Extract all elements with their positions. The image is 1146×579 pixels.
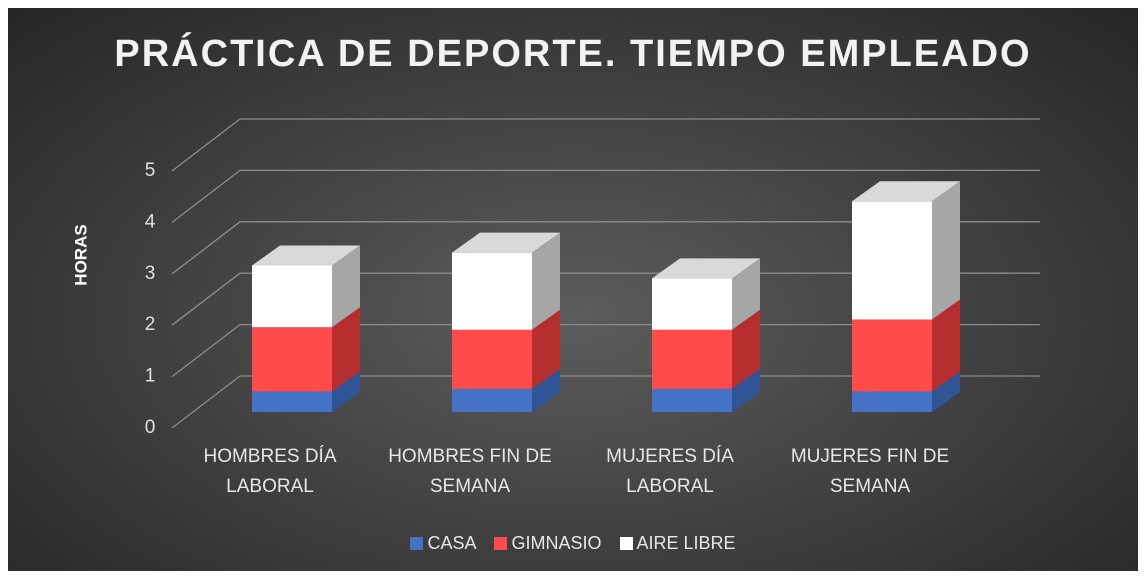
grid-line [171, 118, 1040, 172]
y-tick-label: 2 [145, 314, 156, 335]
bar [252, 391, 332, 412]
bar-side [932, 181, 960, 320]
y-tick-label: 3 [145, 263, 156, 284]
legend-label: GIMNASIO [511, 533, 602, 553]
bar [452, 388, 532, 412]
bar-side [332, 307, 360, 392]
bar [652, 278, 732, 330]
bar-side [532, 232, 560, 330]
y-tick-label: 4 [145, 211, 156, 232]
bar [852, 391, 932, 412]
x-tick-label: MUJERES DÍA LABORAL [606, 446, 734, 497]
x-tick-label: HOMBRES FIN DE SEMANA [388, 446, 552, 497]
bar-side [732, 258, 760, 330]
bar [852, 319, 932, 392]
legend-item: GIMNASIO [494, 533, 602, 554]
legend-swatch [410, 537, 424, 550]
y-tick-label: 0 [145, 417, 156, 438]
bar [252, 327, 332, 392]
legend-item: AIRE LIBRE [619, 533, 736, 554]
legend-label: AIRE LIBRE [636, 533, 736, 553]
bar-side [732, 309, 760, 389]
y-tick-label: 1 [145, 366, 156, 387]
y-tick-label: 5 [145, 160, 156, 181]
bar-side [332, 245, 360, 328]
bar-side [932, 299, 960, 392]
bar [652, 329, 732, 389]
bar [452, 329, 532, 389]
bar-side [532, 368, 560, 412]
bar [452, 252, 532, 330]
bar-top [252, 245, 360, 266]
grid-line [171, 323, 1040, 378]
legend-swatch [619, 537, 633, 550]
legend-item: CASA [410, 533, 476, 554]
bar-side [532, 309, 560, 389]
legend-label: CASA [427, 533, 477, 553]
y-axis-label: HORAS [71, 224, 90, 285]
grid-line [171, 272, 1040, 326]
bar-side [932, 371, 960, 412]
grid-line [171, 221, 1040, 275]
bar-side [332, 371, 360, 412]
bar-top [852, 181, 960, 202]
grid-line [171, 169, 1040, 223]
bar-side [732, 368, 760, 412]
bar [252, 265, 332, 328]
x-tick-label: MUJERES FIN DE SEMANA [790, 446, 950, 497]
bar [652, 388, 732, 412]
legend-swatch [494, 537, 508, 550]
legend: CASA GIMNASIO AIRE LIBRE [0, 533, 1146, 554]
x-tick-label: HOMBRES DÍA LABORAL [203, 446, 337, 497]
grid-line [171, 375, 1040, 429]
bar-top [452, 232, 560, 253]
bar-top [652, 258, 760, 279]
chart-title: PRÁCTICA DE DEPORTE. TIEMPO EMPLEADO [114, 31, 1031, 75]
bar [852, 201, 932, 320]
